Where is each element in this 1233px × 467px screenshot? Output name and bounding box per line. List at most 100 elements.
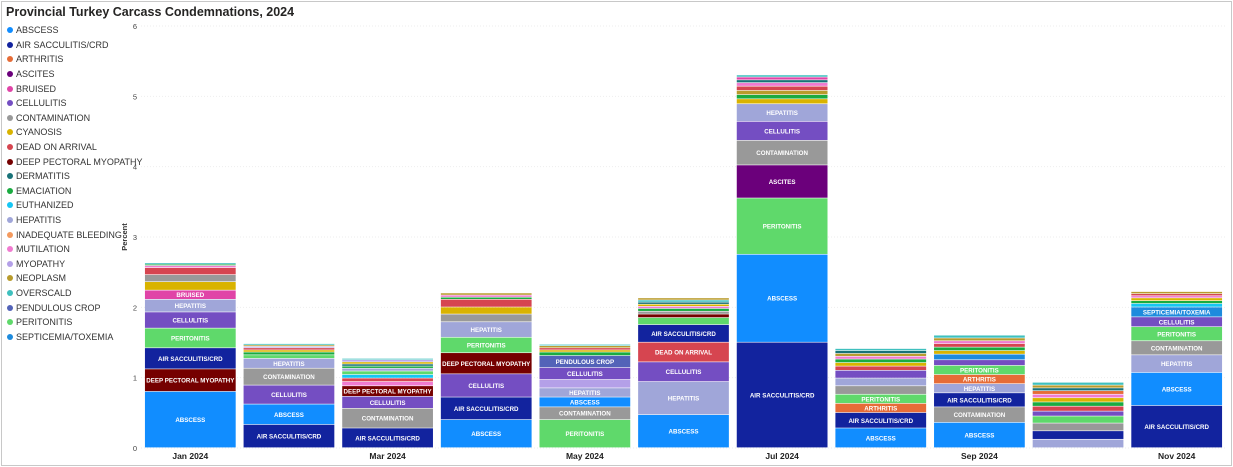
segment-label: ABSCESS — [669, 429, 699, 436]
bar-segment-neoplasm — [638, 298, 729, 300]
bar-segment-emaciation — [539, 352, 631, 356]
legend-marker — [7, 129, 13, 136]
legend-item-bruised[interactable]: BRUISED — [7, 81, 143, 96]
legend-item-contamination[interactable]: CONTAMINATION — [7, 111, 143, 126]
legend-marker — [7, 100, 13, 107]
bar-segment-abscess — [1131, 372, 1223, 406]
bar-segment-air-sacculitis-crd — [934, 393, 1025, 407]
bar-segment-cyanosis — [835, 362, 927, 366]
legend-item-hepatitis[interactable]: HEPATITIS — [7, 213, 143, 228]
segment-label: ASCITES — [769, 179, 796, 186]
bar-segment-dermatitis — [736, 80, 828, 83]
bar-segment-emaciation — [342, 366, 433, 368]
bar-segment-dead-on-arrival — [440, 299, 532, 307]
bar-segment-overscald — [1032, 382, 1124, 385]
legend-item-neoplasm[interactable]: NEOPLASM — [7, 271, 143, 286]
x-tick-label: May 2024 — [566, 451, 604, 461]
legend-label: NEOPLASM — [16, 273, 67, 284]
bar-segment-contamination — [835, 386, 927, 394]
chart-legend: ABSCESS AIR SACCULITIS/CRD ARTHRITIS ASCITE… — [7, 23, 143, 344]
segment-label: CONTAMINATION — [559, 411, 611, 418]
legend-marker — [7, 85, 13, 92]
segment-label: ABSCESS — [274, 412, 304, 419]
y-axis-label: Percent — [120, 223, 129, 251]
bar-segment-emaciation — [638, 308, 729, 311]
bar-segment-cyanosis — [934, 350, 1025, 354]
segment-label: ABSCESS — [767, 296, 797, 303]
bar-segment-air-sacculitis-crd — [342, 428, 433, 448]
segment-label: CELLULITIS — [567, 371, 603, 378]
bar-segment-cyanosis — [440, 307, 532, 314]
bar-segment-emaciation — [934, 347, 1025, 351]
segment-label: AIR SACCULITIS/CRD — [750, 392, 815, 399]
bar-segment-neoplasm — [736, 90, 828, 95]
legend-label: EUTHANIZED — [16, 200, 74, 211]
legend-item-deep-pectoral-myopathy[interactable]: DEEP PECTORAL MYOPATHY — [7, 154, 143, 169]
bar-segment-overscald — [638, 300, 729, 302]
segment-label: PERITONITIS — [171, 335, 210, 342]
bar-segment-emaciation — [736, 94, 828, 99]
bar-segment-myopathy — [243, 346, 335, 348]
bar-segment-air-sacculitis-crd — [1131, 405, 1223, 448]
legend-item-inadequate-bleeding[interactable]: INADEQUATE BLEEDING — [7, 227, 143, 242]
legend-item-arthritis[interactable]: ARTHRITIS — [7, 52, 143, 67]
bar-segment-emaciation — [144, 264, 236, 266]
bar-segment-contamination — [1131, 341, 1223, 355]
segment-label: CELLULITIS — [370, 400, 406, 407]
bar-segment-overscald — [736, 75, 828, 77]
segment-label: CELLULITIS — [172, 318, 208, 325]
segment-label: ABSCESS — [964, 433, 994, 440]
bar-segment-abscess — [243, 404, 335, 425]
bar-segment-peritonitis — [342, 371, 433, 375]
legend-item-euthanized[interactable]: EUTHANIZED — [7, 198, 143, 213]
legend-item-ascites[interactable]: ASCITES — [7, 67, 143, 82]
bar-segment-arthritis — [835, 403, 927, 413]
x-tick-label: Jan 2024 — [172, 451, 208, 461]
legend-item-dead-on-arrival[interactable]: DEAD ON ARRIVAL — [7, 140, 143, 155]
legend-marker — [7, 275, 13, 282]
legend-item-septicemia-toxemia[interactable]: SEPTICEMIA/TOXEMIA — [7, 329, 143, 344]
legend-item-dermatitis[interactable]: DERMATITIS — [7, 169, 143, 184]
segment-label: CELLULITIS — [666, 369, 702, 376]
bar-segment-abscess — [440, 419, 532, 448]
legend-label: INADEQUATE BLEEDING — [16, 229, 122, 240]
bar-segment-cellulitis — [243, 385, 335, 404]
legend-marker — [7, 173, 13, 180]
bar-segment-mutilation — [1131, 296, 1223, 298]
bar-segment-euthanized — [1131, 303, 1223, 307]
bar-stack-aug-2024: ABSCESS AIR SACCULITIS/CRD ARTHRITIS PERITO… — [835, 348, 927, 448]
bar-segment-dermatitis — [342, 364, 433, 366]
legend-item-myopathy[interactable]: MYOPATHY — [7, 257, 143, 272]
bar-segment-abscess — [736, 254, 828, 342]
legend-item-air-sacculitis-crd[interactable]: AIR SACCULITIS/CRD — [7, 38, 143, 53]
legend-label: CYANOSIS — [16, 127, 62, 138]
bar-segment-cyanosis — [1131, 298, 1223, 301]
bar-segment-hepatitis — [539, 388, 631, 397]
legend-item-emaciation[interactable]: EMACIATION — [7, 184, 143, 199]
bar-segment-cyanosis — [539, 350, 631, 352]
legend-item-pendulous-crop[interactable]: PENDULOUS CROP — [7, 300, 143, 315]
bar-segment-air-sacculitis-crd — [835, 412, 927, 428]
legend-marker — [7, 319, 13, 326]
legend-label: ARTHRITIS — [16, 54, 64, 65]
legend-item-mutilation[interactable]: MUTILATION — [7, 242, 143, 257]
bar-segment-cyanosis — [243, 350, 335, 352]
segment-label: PERITONITIS — [467, 343, 506, 350]
segment-label: PERITONITIS — [565, 431, 604, 438]
legend-item-overscald[interactable]: OVERSCALD — [7, 286, 143, 301]
bar-segment-arthritis — [1032, 391, 1124, 394]
bar-segment-dermatitis — [835, 350, 927, 354]
legend-label: DERMATITIS — [16, 171, 70, 182]
bar-segment-abscess — [144, 391, 236, 448]
legend-item-peritonitis[interactable]: PERITONITIS — [7, 315, 143, 330]
bar-segment-cyanosis — [638, 304, 729, 307]
legend-marker — [7, 71, 13, 78]
legend-label: HEPATITIS — [16, 215, 62, 226]
legend-item-abscess[interactable]: ABSCESS — [7, 23, 143, 38]
legend-item-cyanosis[interactable]: CYANOSIS — [7, 125, 143, 140]
bar-segment-septicemia-toxemia — [934, 354, 1025, 360]
bar-segment-neoplasm — [243, 345, 335, 347]
bar-segment-hepatitis — [243, 358, 335, 368]
bar-segment-myopathy — [539, 379, 631, 388]
legend-item-cellulitis[interactable]: CELLULITIS — [7, 96, 143, 111]
